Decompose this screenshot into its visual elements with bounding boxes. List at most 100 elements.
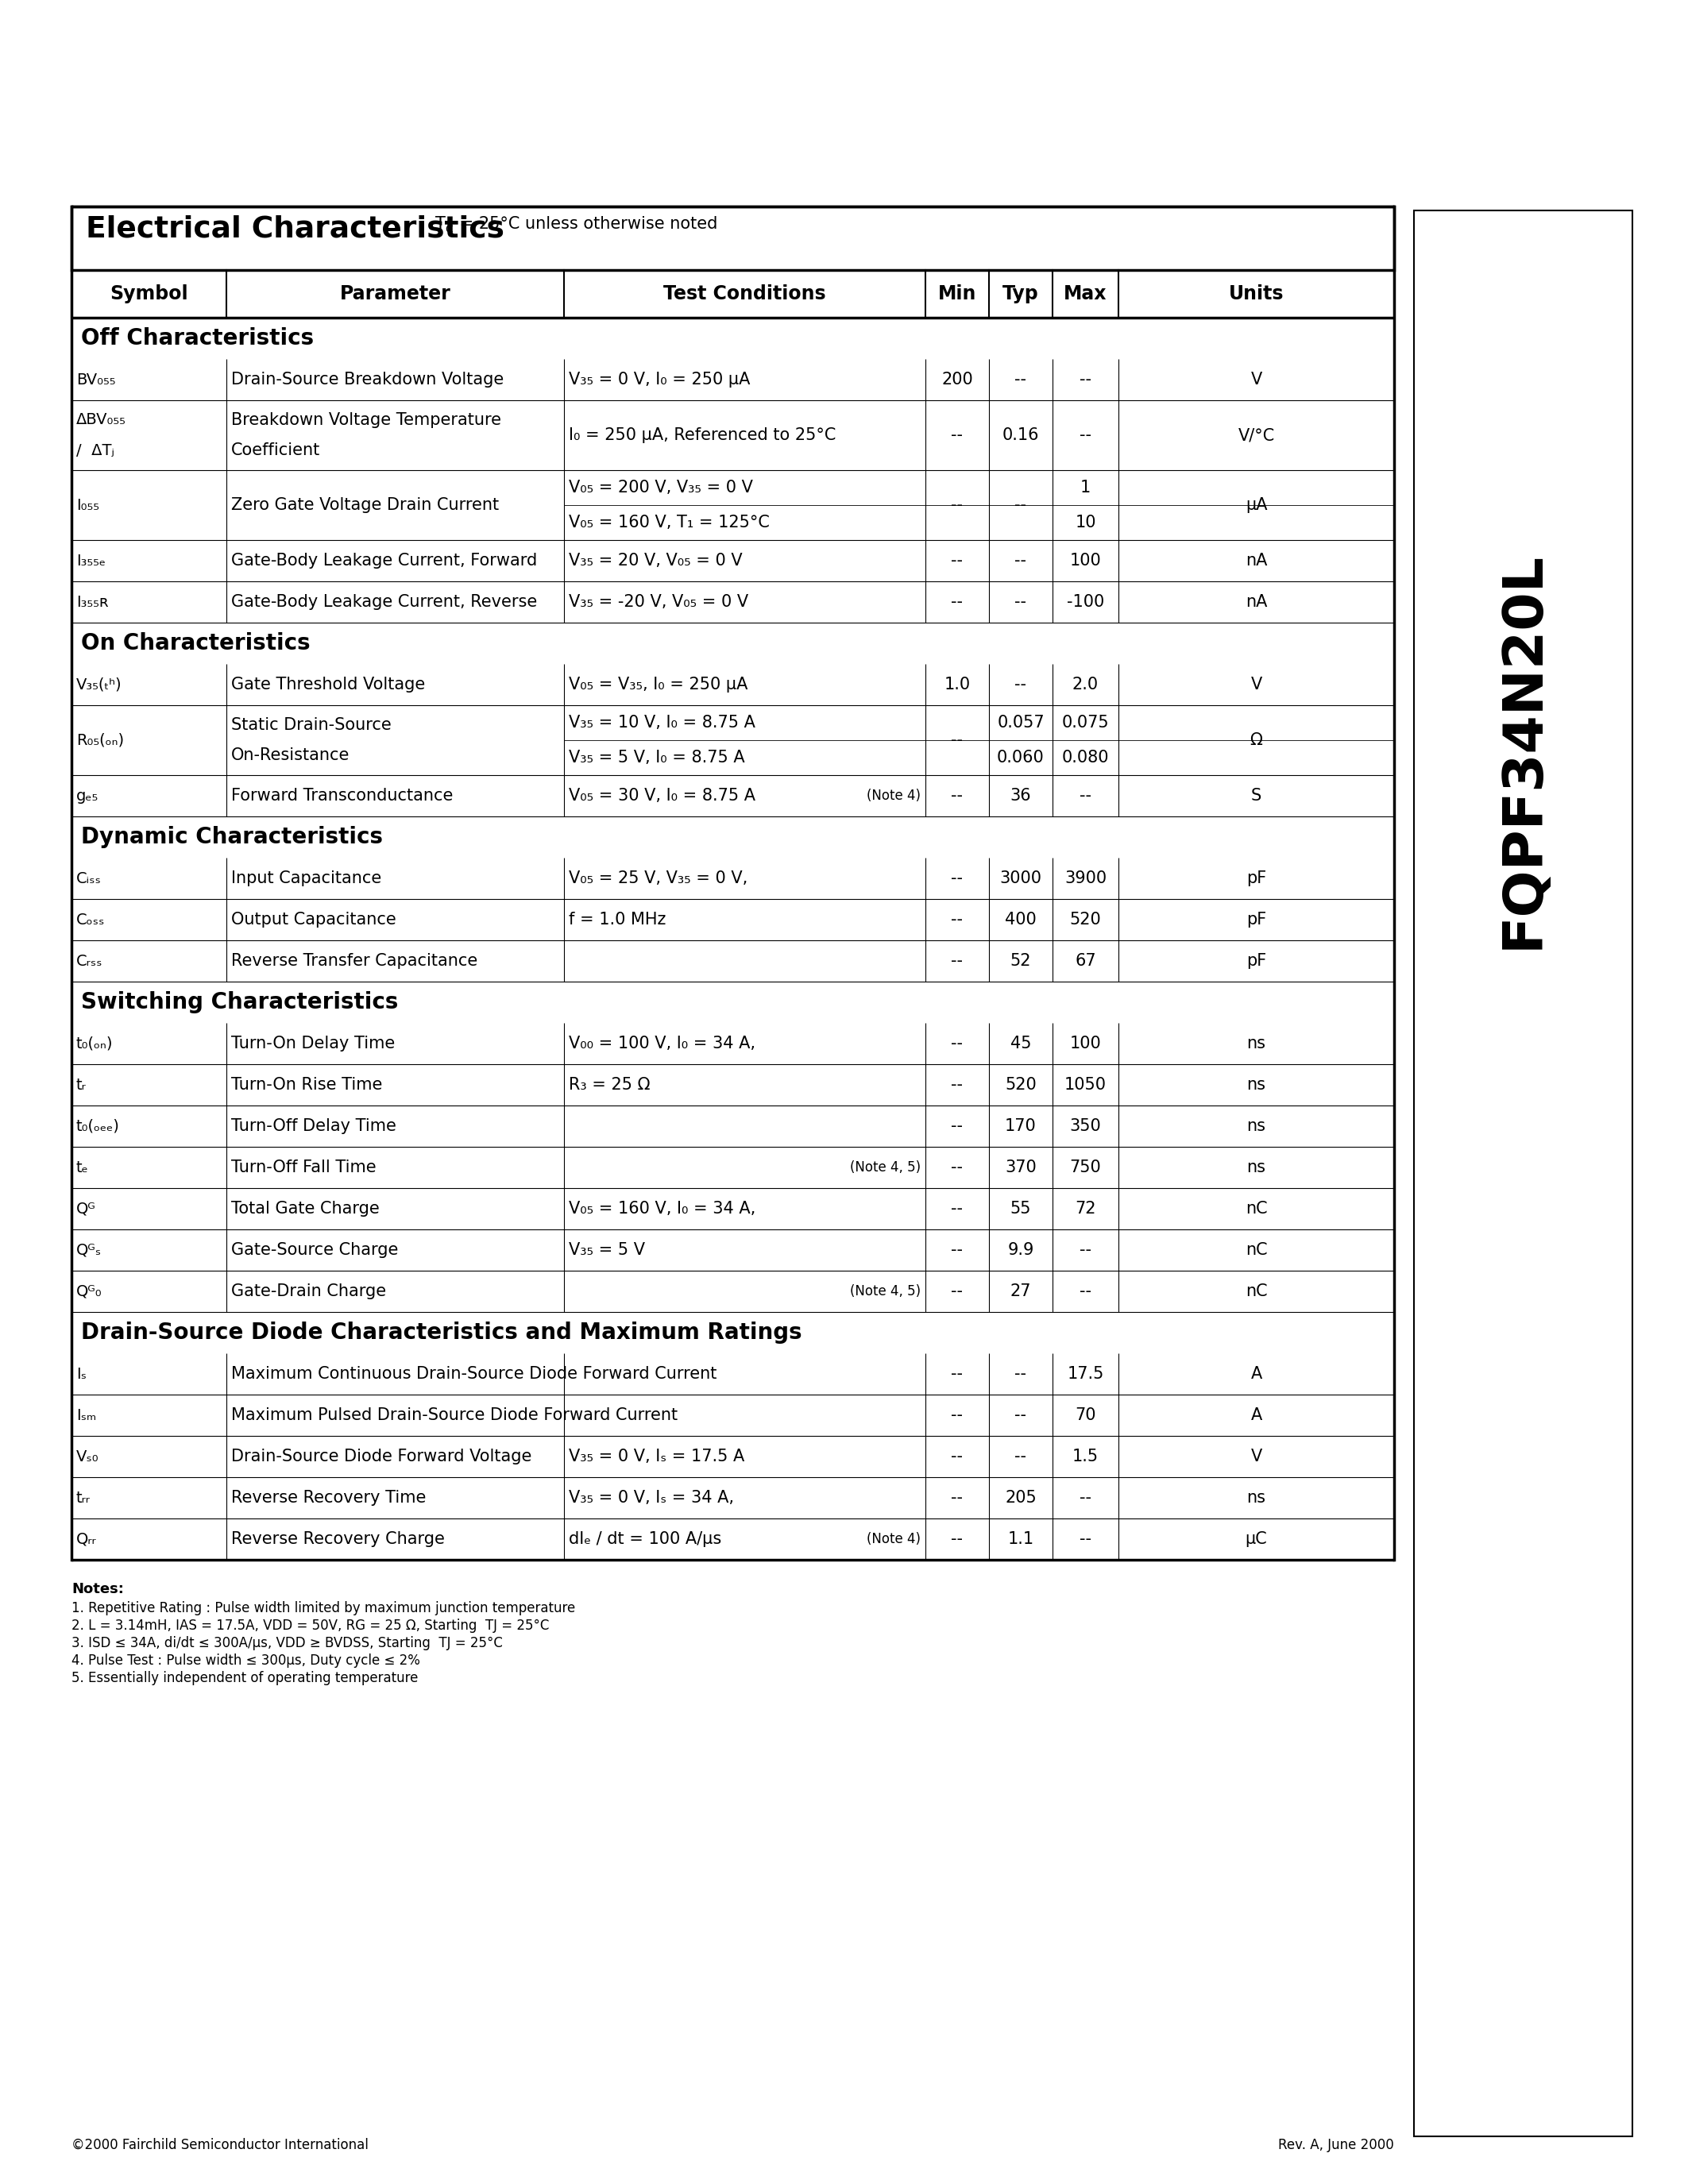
Text: ©2000 Fairchild Semiconductor International: ©2000 Fairchild Semiconductor Internatio… <box>71 2138 368 2151</box>
Text: Qᴳ₀: Qᴳ₀ <box>76 1284 103 1299</box>
Text: --: -- <box>1014 1448 1026 1465</box>
Text: 55: 55 <box>1009 1201 1031 1216</box>
Text: On Characteristics: On Characteristics <box>81 631 311 655</box>
Text: 3000: 3000 <box>999 871 1041 887</box>
Text: V₀₅ = 30 V, I₀ = 8.75 A: V₀₅ = 30 V, I₀ = 8.75 A <box>569 788 756 804</box>
Text: 400: 400 <box>1004 911 1036 928</box>
Text: 0.080: 0.080 <box>1062 749 1109 767</box>
Text: Drain-Source Diode Forward Voltage: Drain-Source Diode Forward Voltage <box>231 1448 532 1465</box>
Text: --: -- <box>952 1118 964 1133</box>
Text: R₀₅(ₒₙ): R₀₅(ₒₙ) <box>76 732 123 747</box>
Text: Turn-On Rise Time: Turn-On Rise Time <box>231 1077 383 1092</box>
Text: V₀₅ = 160 V, T₁ = 125°C: V₀₅ = 160 V, T₁ = 125°C <box>569 515 770 531</box>
Text: 9.9: 9.9 <box>1008 1243 1035 1258</box>
Text: Electrical Characteristics: Electrical Characteristics <box>86 214 505 242</box>
Text: nC: nC <box>1246 1284 1268 1299</box>
Text: --: -- <box>952 1448 964 1465</box>
Text: 2.0: 2.0 <box>1072 677 1099 692</box>
Text: Parameter: Parameter <box>339 284 451 304</box>
Text: V₃₅ = -20 V, V₀₅ = 0 V: V₃₅ = -20 V, V₀₅ = 0 V <box>569 594 748 609</box>
Text: FQPF34N20L: FQPF34N20L <box>1497 550 1550 948</box>
Text: --: -- <box>952 1365 964 1382</box>
Text: V: V <box>1251 1448 1263 1465</box>
Text: Cᵣₛₛ: Cᵣₛₛ <box>76 954 103 968</box>
Text: V₃₅ = 10 V, I₀ = 8.75 A: V₃₅ = 10 V, I₀ = 8.75 A <box>569 714 755 732</box>
Text: 1: 1 <box>1080 480 1090 496</box>
Text: -100: -100 <box>1067 594 1104 609</box>
Text: Gate Threshold Voltage: Gate Threshold Voltage <box>231 677 425 692</box>
Text: --: -- <box>952 1077 964 1092</box>
Text: 0.075: 0.075 <box>1062 714 1109 732</box>
Text: Qᴳₛ: Qᴳₛ <box>76 1243 101 1258</box>
Text: Breakdown Voltage Temperature: Breakdown Voltage Temperature <box>231 413 501 428</box>
Text: nC: nC <box>1246 1201 1268 1216</box>
Text: 3. ISD ≤ 34A, di/dt ≤ 300A/μs, VDD ≥ BVDSS, Starting  TJ = 25°C: 3. ISD ≤ 34A, di/dt ≤ 300A/μs, VDD ≥ BVD… <box>71 1636 503 1651</box>
Text: Gate-Source Charge: Gate-Source Charge <box>231 1243 398 1258</box>
Text: --: -- <box>1014 1406 1026 1424</box>
Text: 0.060: 0.060 <box>998 749 1045 767</box>
Text: ns: ns <box>1247 1160 1266 1175</box>
Text: 70: 70 <box>1075 1406 1096 1424</box>
Text: Output Capacitance: Output Capacitance <box>231 911 397 928</box>
Text: t₀(ₒₑₑ): t₀(ₒₑₑ) <box>76 1118 120 1133</box>
Text: --: -- <box>952 1160 964 1175</box>
Text: Reverse Transfer Capacitance: Reverse Transfer Capacitance <box>231 952 478 970</box>
Text: --: -- <box>1014 594 1026 609</box>
Text: Gate-Body Leakage Current, Reverse: Gate-Body Leakage Current, Reverse <box>231 594 537 609</box>
Text: 0.16: 0.16 <box>1003 428 1040 443</box>
Text: 350: 350 <box>1070 1118 1101 1133</box>
Text: 5. Essentially independent of operating temperature: 5. Essentially independent of operating … <box>71 1671 419 1686</box>
Text: ns: ns <box>1247 1035 1266 1051</box>
Text: Off Characteristics: Off Characteristics <box>81 328 314 349</box>
Text: 100: 100 <box>1070 1035 1101 1051</box>
Text: --: -- <box>952 1035 964 1051</box>
Text: 520: 520 <box>1070 911 1101 928</box>
Text: Cᵢₛₛ: Cᵢₛₛ <box>76 871 101 887</box>
Text: μA: μA <box>1246 498 1268 513</box>
Text: 1. Repetitive Rating : Pulse width limited by maximum junction temperature: 1. Repetitive Rating : Pulse width limit… <box>71 1601 576 1616</box>
Text: 52: 52 <box>1009 952 1031 970</box>
Text: V₀₀ = 100 V, I₀ = 34 A,: V₀₀ = 100 V, I₀ = 34 A, <box>569 1035 756 1051</box>
Text: R₃ = 25 Ω: R₃ = 25 Ω <box>569 1077 650 1092</box>
Text: Qᴳ: Qᴳ <box>76 1201 96 1216</box>
Text: 0.057: 0.057 <box>998 714 1045 732</box>
Text: Max: Max <box>1063 284 1107 304</box>
Text: V₃₅ = 5 V: V₃₅ = 5 V <box>569 1243 645 1258</box>
Text: I₀ = 250 μA, Referenced to 25°C: I₀ = 250 μA, Referenced to 25°C <box>569 428 836 443</box>
Text: V₀₅ = 200 V, V₃₅ = 0 V: V₀₅ = 200 V, V₃₅ = 0 V <box>569 480 753 496</box>
Text: pF: pF <box>1246 911 1266 928</box>
Text: I₃₅₅ʀ: I₃₅₅ʀ <box>76 594 108 609</box>
Text: nA: nA <box>1246 594 1268 609</box>
Text: Reverse Recovery Charge: Reverse Recovery Charge <box>231 1531 444 1546</box>
Text: C: C <box>446 225 452 236</box>
Text: nC: nC <box>1246 1243 1268 1258</box>
Text: μC: μC <box>1246 1531 1268 1546</box>
Text: Static Drain-Source: Static Drain-Source <box>231 716 392 734</box>
Text: 1.5: 1.5 <box>1072 1448 1099 1465</box>
Text: tᵣᵣ: tᵣᵣ <box>76 1489 91 1505</box>
Text: --: -- <box>1014 498 1026 513</box>
Text: --: -- <box>1080 1284 1092 1299</box>
Text: (Note 4): (Note 4) <box>866 1531 920 1546</box>
Text: S: S <box>1251 788 1261 804</box>
Text: t₀(ₒₙ): t₀(ₒₙ) <box>76 1035 113 1051</box>
Text: 36: 36 <box>1009 788 1031 804</box>
Text: 10: 10 <box>1075 515 1096 531</box>
Text: tₑ: tₑ <box>76 1160 89 1175</box>
Text: --: -- <box>1080 1531 1092 1546</box>
Text: --: -- <box>1080 371 1092 387</box>
Text: (Note 4, 5): (Note 4, 5) <box>849 1160 920 1175</box>
Text: Qᵣᵣ: Qᵣᵣ <box>76 1531 96 1546</box>
Text: V₀₅ = V₃₅, I₀ = 250 μA: V₀₅ = V₃₅, I₀ = 250 μA <box>569 677 748 692</box>
Text: Coefficient: Coefficient <box>231 443 321 459</box>
Text: Iₛₘ: Iₛₘ <box>76 1409 96 1422</box>
Text: 17.5: 17.5 <box>1067 1365 1104 1382</box>
Text: Turn-Off Delay Time: Turn-Off Delay Time <box>231 1118 397 1133</box>
Text: Cₒₛₛ: Cₒₛₛ <box>76 913 105 928</box>
Text: V₃₅ = 20 V, V₀₅ = 0 V: V₃₅ = 20 V, V₀₅ = 0 V <box>569 553 743 568</box>
Text: 27: 27 <box>1009 1284 1031 1299</box>
Text: Input Capacitance: Input Capacitance <box>231 871 381 887</box>
Text: Vₛ₀: Vₛ₀ <box>76 1448 100 1463</box>
Text: --: -- <box>1080 428 1092 443</box>
Text: --: -- <box>1014 371 1026 387</box>
